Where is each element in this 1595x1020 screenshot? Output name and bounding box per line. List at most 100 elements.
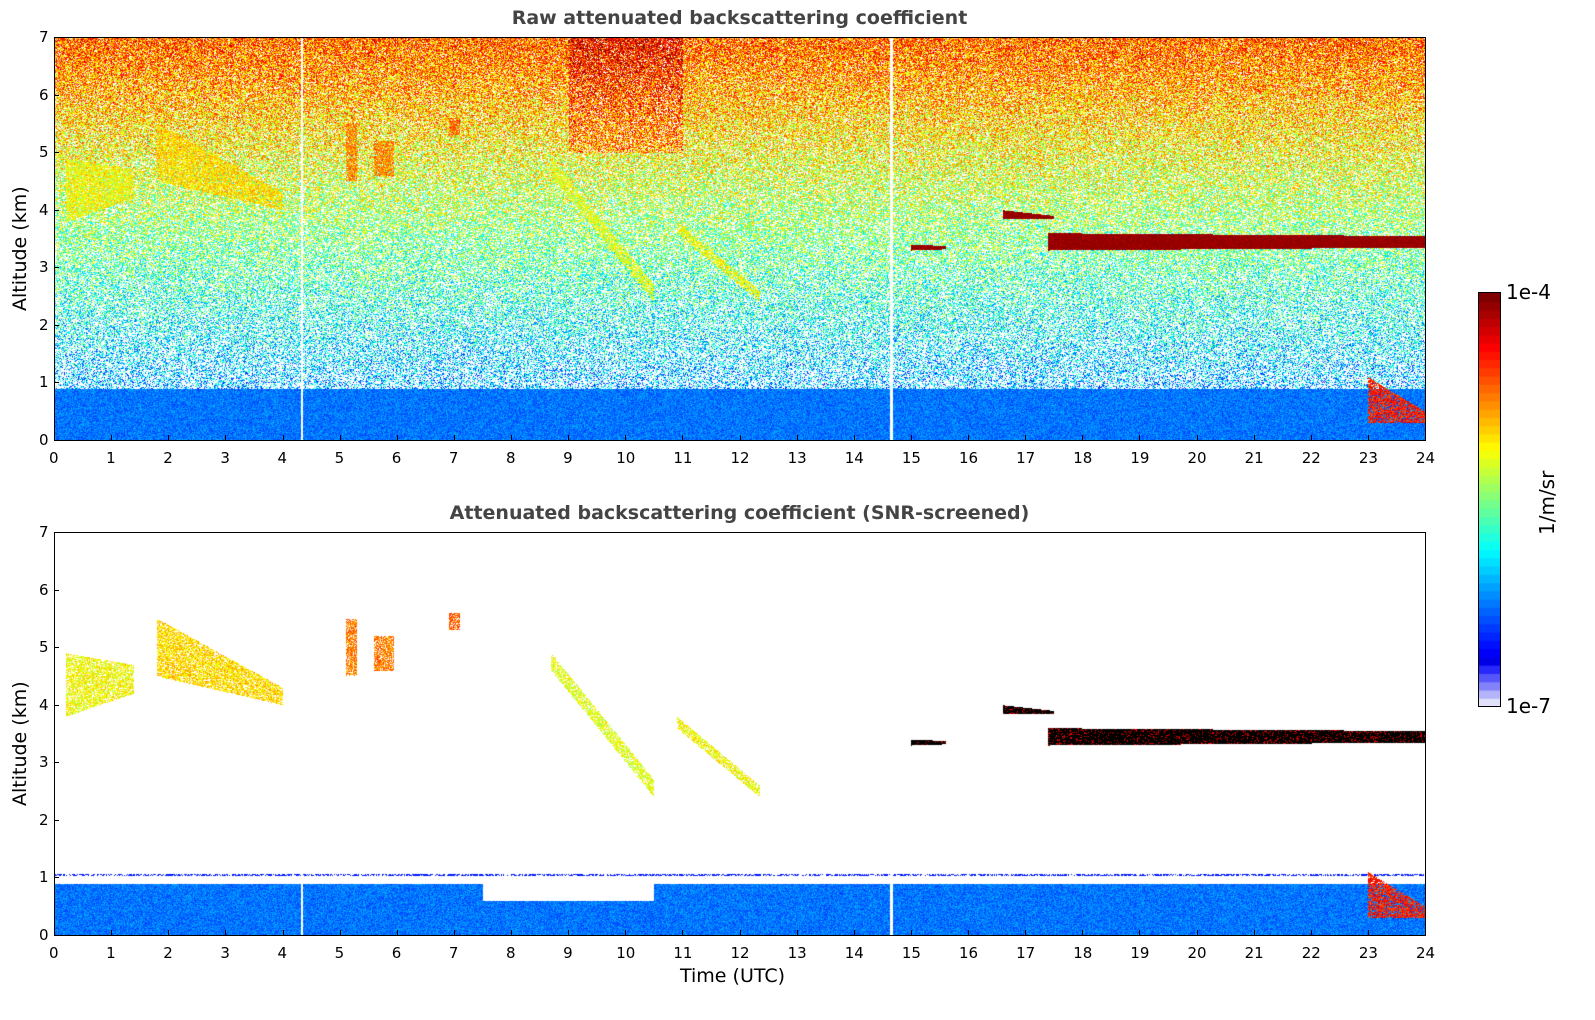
x-tick-mark xyxy=(54,435,55,440)
x-tick-mark xyxy=(568,930,570,935)
y-tick-mark xyxy=(54,877,59,879)
x-tick-label: 23 xyxy=(1358,944,1378,962)
x-tick-label: 9 xyxy=(563,944,573,962)
chart-title: Attenuated backscattering coefficient (S… xyxy=(449,502,1030,524)
y-tick-label: 6 xyxy=(39,580,49,599)
x-tick-label: 6 xyxy=(391,944,402,962)
x-tick-label: 2 xyxy=(163,944,173,962)
x-tick-mark xyxy=(225,435,227,440)
x-tick-mark xyxy=(853,930,855,935)
x-tick-label: 1 xyxy=(106,944,116,962)
y-tick-mark xyxy=(54,267,59,269)
y-tick-label: 4 xyxy=(39,695,49,714)
y-tick-mark xyxy=(54,935,59,936)
y-tick-label: 5 xyxy=(39,638,49,657)
y-tick-label: 6 xyxy=(39,85,49,104)
y-tick-label: 4 xyxy=(39,200,49,219)
x-tick-label: 5 xyxy=(334,944,345,962)
y-tick-mark xyxy=(54,532,59,533)
x-tick-label: 15 xyxy=(901,944,921,962)
x-tick-mark xyxy=(1082,435,1084,440)
y-tick-mark xyxy=(54,37,59,38)
x-tick-mark xyxy=(396,435,398,440)
x-tick-mark xyxy=(339,930,341,935)
colorbar-max-label: 1e-4 xyxy=(1506,280,1551,304)
x-tick-mark xyxy=(910,435,912,440)
x-tick-label: 3 xyxy=(220,944,230,962)
y-tick-label: 2 xyxy=(39,810,49,829)
x-tick-label: 13 xyxy=(787,449,807,467)
x-tick-label: 20 xyxy=(1187,449,1207,467)
x-tick-label: 14 xyxy=(844,449,864,467)
x-tick-mark xyxy=(625,435,627,440)
x-tick-label: 22 xyxy=(1301,944,1321,962)
colorbar-min-label: 1e-7 xyxy=(1506,694,1551,718)
chart-title: Raw attenuated backscattering coefficien… xyxy=(511,7,968,29)
x-tick-label: 0 xyxy=(49,944,59,962)
x-tick-label: 4 xyxy=(277,944,288,962)
x-tick-label: 19 xyxy=(1130,449,1150,467)
y-tick-label: 0 xyxy=(39,431,49,449)
x-tick-mark xyxy=(1196,435,1198,440)
x-tick-mark xyxy=(511,930,512,935)
x-tick-mark xyxy=(453,435,455,440)
x-tick-mark xyxy=(682,435,684,440)
x-tick-label: 7 xyxy=(448,449,459,467)
x-tick-label: 16 xyxy=(959,449,979,467)
y-tick-label: 7 xyxy=(39,523,49,541)
x-tick-label: 7 xyxy=(448,944,459,962)
x-tick-mark xyxy=(282,435,284,440)
x-tick-mark xyxy=(225,930,227,935)
x-tick-mark xyxy=(968,435,969,440)
x-tick-label: 18 xyxy=(1073,449,1093,467)
x-tick-mark xyxy=(625,930,627,935)
x-tick-label: 8 xyxy=(506,944,516,962)
plot-axes xyxy=(54,532,1426,936)
x-tick-mark xyxy=(1196,930,1198,935)
y-tick-mark xyxy=(54,209,59,211)
y-tick-label: 1 xyxy=(39,868,49,887)
x-tick-label: 11 xyxy=(673,449,693,467)
x-tick-mark xyxy=(568,435,570,440)
x-tick-label: 6 xyxy=(391,449,402,467)
y-tick-label: 3 xyxy=(39,258,49,277)
y-tick-mark xyxy=(54,382,59,384)
y-tick-label: 5 xyxy=(39,143,49,162)
x-tick-label: 0 xyxy=(49,449,59,467)
x-tick-mark xyxy=(682,930,684,935)
x-tick-mark xyxy=(1139,930,1141,935)
x-tick-mark xyxy=(111,435,113,440)
x-axis-label: Time (UTC) xyxy=(680,965,786,987)
x-tick-label: 17 xyxy=(1016,944,1036,962)
x-tick-mark xyxy=(739,435,741,440)
plot-axes xyxy=(54,37,1426,441)
x-tick-mark xyxy=(453,930,455,935)
y-tick-label: 0 xyxy=(39,926,49,944)
x-tick-label: 17 xyxy=(1016,449,1036,467)
x-tick-mark xyxy=(1253,930,1255,935)
x-tick-mark xyxy=(511,435,512,440)
x-tick-label: 23 xyxy=(1358,449,1378,467)
x-tick-mark xyxy=(968,930,969,935)
x-tick-label: 10 xyxy=(616,449,636,467)
y-tick-mark xyxy=(54,589,59,591)
x-tick-mark xyxy=(796,930,798,935)
x-tick-label: 1 xyxy=(106,449,116,467)
x-tick-mark xyxy=(1425,930,1426,935)
heatmap-image xyxy=(54,37,1425,440)
x-tick-mark xyxy=(910,930,912,935)
y-tick-label: 3 xyxy=(39,753,49,772)
x-tick-mark xyxy=(1310,435,1312,440)
y-tick-label: 7 xyxy=(39,28,49,46)
y-tick-label: 1 xyxy=(39,373,49,392)
x-tick-mark xyxy=(1253,435,1255,440)
colorbar xyxy=(1478,292,1501,707)
x-tick-mark xyxy=(1367,930,1369,935)
x-tick-mark xyxy=(1025,930,1027,935)
x-tick-label: 21 xyxy=(1244,449,1264,467)
x-tick-label: 19 xyxy=(1130,944,1150,962)
x-tick-label: 12 xyxy=(730,944,750,962)
x-tick-label: 10 xyxy=(616,944,636,962)
y-tick-mark xyxy=(54,324,59,326)
x-tick-mark xyxy=(111,930,113,935)
